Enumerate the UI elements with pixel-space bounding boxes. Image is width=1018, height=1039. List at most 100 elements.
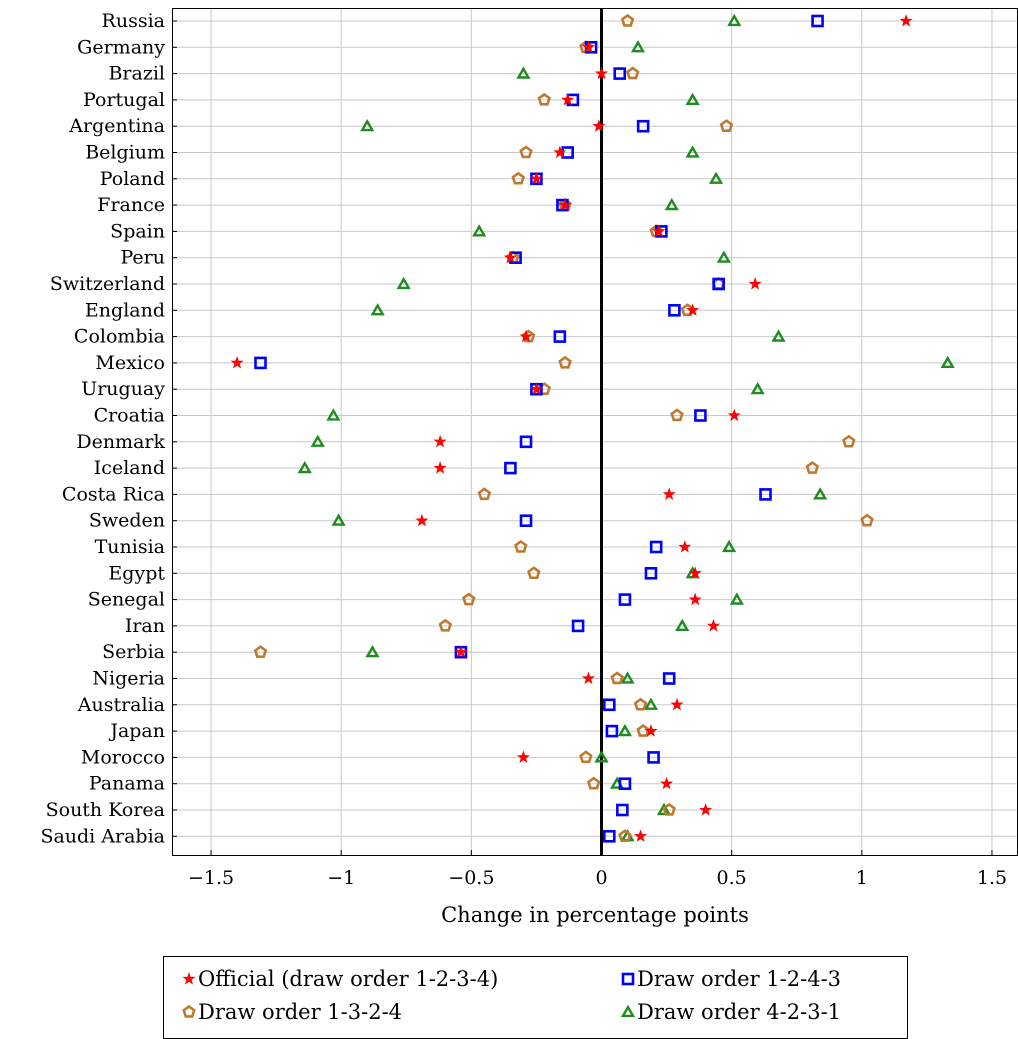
point-triangle [716, 250, 731, 263]
point-star [699, 803, 713, 816]
point-triangle [750, 382, 765, 395]
point-pentagon [610, 671, 624, 685]
legend-marker-triangle [620, 1004, 636, 1018]
x-axis-title: Change in percentage points [441, 903, 749, 927]
legend-marker-star [182, 972, 196, 985]
legend-entry: Official (draw order 1-2-3-4) [182, 967, 498, 991]
point-pentagon [620, 13, 635, 27]
point-star [678, 540, 692, 553]
point-star [581, 671, 596, 685]
point-triangle [771, 329, 786, 342]
y-tick-label: Germany [77, 36, 165, 58]
point-star [230, 355, 244, 369]
y-tick-label: Tunisia [95, 536, 165, 558]
point-star [529, 382, 544, 395]
point-square [759, 488, 772, 501]
legend-entry: Draw order 4-2-3-1 [620, 1000, 841, 1024]
point-triangle [685, 145, 700, 158]
point-pentagon [527, 566, 541, 580]
point-triangle [729, 592, 744, 605]
point-triangle [685, 92, 700, 106]
point-triangle [721, 539, 737, 553]
legend-label: Official (draw order 1-2-3-4) [198, 967, 498, 991]
y-tick-label: Costa Rica [62, 483, 165, 505]
y-tick-label: Morocco [81, 746, 165, 768]
point-star [592, 119, 606, 132]
point-star [899, 14, 913, 27]
x-tick-label: −0.5 [448, 867, 494, 889]
point-triangle [940, 355, 955, 368]
point-star [662, 487, 676, 500]
point-square [694, 409, 707, 422]
point-triangle [727, 13, 742, 27]
point-triangle [664, 197, 679, 211]
y-tick-label: Brazil [108, 63, 165, 85]
y-tick-label: Spain [110, 220, 165, 242]
point-star [706, 618, 721, 632]
point-square [616, 803, 629, 817]
point-triangle [326, 408, 341, 421]
point-square [712, 277, 725, 291]
point-triangle [331, 513, 346, 526]
point-triangle [370, 303, 385, 316]
point-triangle [675, 618, 690, 631]
x-axis-ticks: −1.5 −1 −0.5 0 0.5 1 1.5 [188, 850, 1007, 889]
y-tick-label: Peru [121, 247, 166, 269]
point-square [553, 330, 567, 343]
point-pentagon [253, 645, 268, 658]
y-tick-label: Iceland [94, 457, 165, 479]
point-pentagon [558, 355, 572, 369]
point-star [553, 145, 567, 159]
y-axis-ticks: Russia Germany Brazil Portugal Argentina Belg… [40, 10, 177, 847]
point-star [688, 566, 702, 579]
point-star [688, 592, 702, 606]
point-pentagon [537, 382, 551, 395]
point-triangle [396, 276, 411, 290]
point-star [529, 171, 544, 185]
point-star [503, 250, 517, 264]
y-tick-label: Sweden [89, 510, 165, 532]
legend-box [163, 956, 908, 1039]
point-star [660, 776, 674, 790]
legend-marker-pentagon [182, 1004, 196, 1018]
y-tick-label: France [97, 194, 165, 216]
point-square [504, 461, 517, 475]
point-square [613, 67, 627, 80]
y-tick-label: Panama [89, 773, 165, 795]
point-triangle [297, 460, 312, 474]
point-square [603, 698, 616, 712]
point-triangle [365, 645, 380, 658]
legend-entries: Official (draw order 1-2-3-4) Draw order … [182, 967, 841, 1024]
y-tick-label: Denmark [76, 431, 165, 453]
x-tick-label: 1 [856, 867, 868, 889]
x-tick-label: 0.5 [717, 867, 747, 889]
point-star [670, 697, 684, 711]
point-square [644, 566, 658, 580]
point-triangle [594, 750, 609, 763]
point-triangle [656, 802, 672, 816]
y-tick-label: Uruguay [81, 378, 165, 400]
y-tick-label: Switzerland [50, 273, 165, 295]
point-triangle [360, 118, 375, 132]
point-pentagon [662, 802, 676, 816]
point-triangle [630, 40, 646, 53]
grid [172, 8, 1018, 855]
point-pentagon [579, 750, 593, 764]
legend-label: Draw order 4-2-3-1 [637, 1000, 841, 1024]
point-star [594, 66, 609, 80]
point-triangle [516, 66, 531, 79]
plot-area [172, 8, 1018, 856]
y-tick-label: Japan [108, 720, 165, 742]
point-triangle [617, 723, 633, 737]
point-star [415, 513, 429, 527]
point-square [603, 829, 616, 843]
point-pentagon [860, 513, 874, 527]
y-tick-label: Croatia [94, 405, 165, 427]
point-star [561, 92, 575, 106]
point-star [644, 724, 658, 737]
point-star [433, 461, 447, 474]
point-star [433, 434, 447, 448]
point-star [519, 329, 533, 343]
y-tick-label: Mexico [95, 352, 165, 374]
y-tick-label: England [85, 299, 165, 321]
